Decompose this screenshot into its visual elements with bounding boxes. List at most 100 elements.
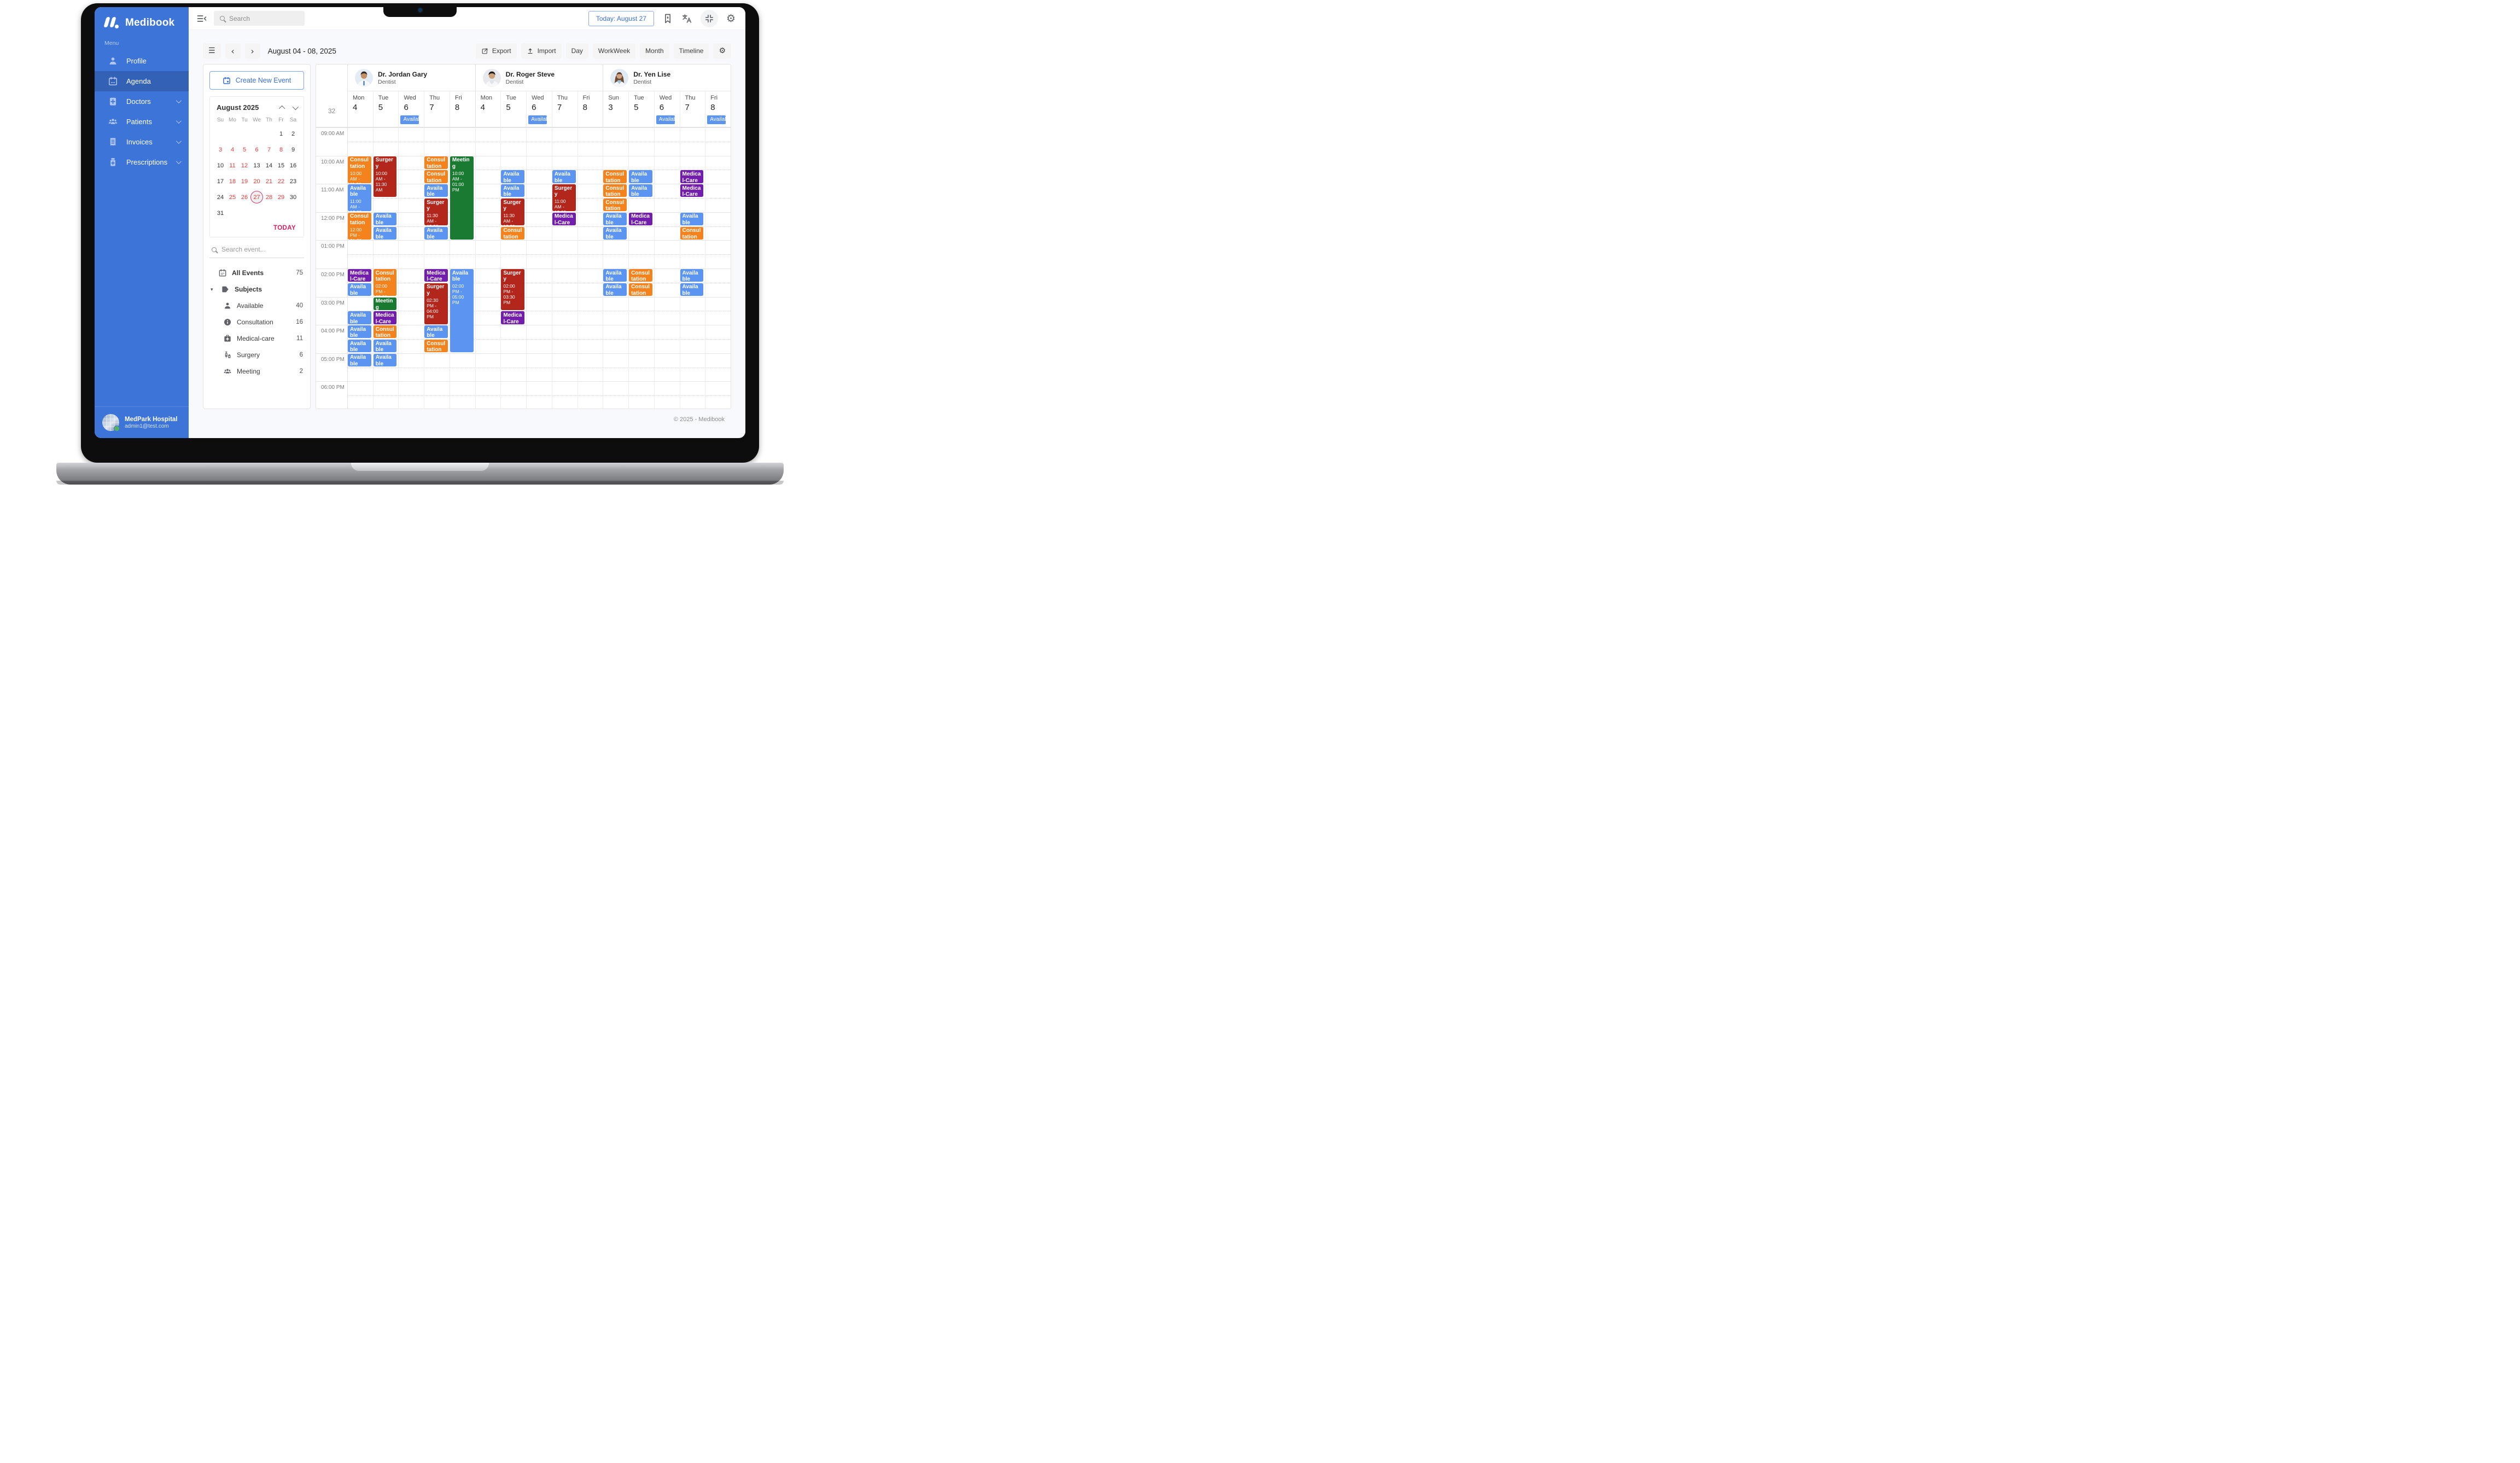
day-header-wed-6[interactable]: Wed 6 Available xyxy=(654,91,681,127)
calendar-date[interactable]: 20 xyxy=(253,178,260,185)
day-column-dr-jordan-gary-thu[interactable]: ConsultationConsultationAvailable11:00 A… xyxy=(424,127,450,409)
fullscreen-icon[interactable] xyxy=(700,9,718,27)
day-header-thu-7[interactable]: Thu 7 xyxy=(551,91,578,127)
event-available[interactable]: Available04:30 PM - xyxy=(348,340,371,353)
event-consultation[interactable]: Consultation xyxy=(680,226,704,240)
toolbar-menu-icon[interactable]: ☰ xyxy=(203,43,221,59)
calendar-date[interactable]: 16 xyxy=(289,162,297,169)
event-available[interactable]: Available12:00 PM - xyxy=(680,212,704,226)
calendar-date-today[interactable]: 27 xyxy=(250,191,263,203)
sidebar-item-invoices[interactable]: Invoices xyxy=(95,132,189,152)
filter-available[interactable]: Available 40 xyxy=(211,298,303,314)
calendar-date[interactable]: 10 xyxy=(217,162,224,169)
event-consultation[interactable]: Consultation xyxy=(424,156,448,169)
day-column-dr-yen-lise-fri[interactable] xyxy=(705,127,731,409)
filter-meeting[interactable]: Meeting 2 xyxy=(211,363,303,380)
day-header-tue-5[interactable]: Tue 5 xyxy=(628,91,654,127)
day-header-tue-5[interactable]: Tue 5 xyxy=(372,91,399,127)
event-available[interactable]: Available12:30 PM - xyxy=(424,226,448,240)
doctor-header[interactable]: Dr. Yen Lise Dentist xyxy=(603,65,731,91)
event-surgery[interactable]: Surgery 02:00 PM - 03:30 PM xyxy=(501,269,525,310)
day-column-dr-roger-steve-fri[interactable] xyxy=(578,127,603,409)
day-column-dr-yen-lise-sun[interactable]: Consultation Consultation Consultation Avai… xyxy=(603,127,628,409)
event-medical[interactable]: Medical-Care xyxy=(348,269,371,282)
event-available[interactable]: Available12:30 PM - xyxy=(373,226,397,240)
sidebar-item-patients[interactable]: Patients xyxy=(95,112,189,132)
collapse-sidebar-icon[interactable] xyxy=(196,13,207,24)
day-header-tue-5[interactable]: Tue 5 xyxy=(500,91,527,127)
event-available[interactable]: Available05:00 PM - xyxy=(373,353,397,367)
sidebar-item-prescriptions[interactable]: Prescriptions xyxy=(95,152,189,172)
event-medical[interactable]: Medical-Care xyxy=(629,212,652,226)
event-available[interactable]: Available04:00 PM - xyxy=(348,325,371,339)
event-available[interactable]: Available03:30 PM - xyxy=(348,311,371,324)
event-consultation[interactable]: Consultation xyxy=(424,170,448,183)
event-surgery[interactable]: Surgery 02:30 PM - 04:00 PM xyxy=(424,283,448,324)
event-consultation[interactable]: Consultation xyxy=(603,184,627,197)
doctor-header[interactable]: Dr. Jordan Gary Dentist xyxy=(347,65,475,91)
event-medical[interactable]: Medical-Care xyxy=(373,311,397,324)
event-medical[interactable]: Medical-Care xyxy=(680,184,704,197)
day-column-dr-yen-lise-wed[interactable] xyxy=(654,127,680,409)
all-day-event[interactable]: Available xyxy=(656,115,681,124)
day-header-wed-6[interactable]: Wed 6 Available xyxy=(398,91,425,127)
calendar-date[interactable]: 25 xyxy=(229,194,236,201)
event-surgery[interactable]: Surgery 10:00 AM - 11:30 AM xyxy=(373,156,397,197)
next-week-button[interactable]: › xyxy=(244,43,260,59)
calendar-date[interactable]: 15 xyxy=(277,162,285,169)
event-consultation[interactable]: Consultation xyxy=(424,340,448,353)
calendar-date[interactable]: 9 xyxy=(291,146,295,153)
event-available[interactable]: Available10:30 AM - xyxy=(501,170,525,183)
calendar-date[interactable]: 1 xyxy=(279,130,283,137)
filter-subjects-group[interactable]: ▾ Subjects xyxy=(211,281,303,298)
calendar-next-icon[interactable] xyxy=(292,103,299,110)
settings-icon[interactable]: ⚙ xyxy=(726,12,736,25)
calendar-date[interactable]: 22 xyxy=(277,178,285,185)
day-column-dr-jordan-gary-fri[interactable]: Meeting 10:00 AM - 01:00 PM Available 02:00… xyxy=(450,127,475,409)
day-header-fri-8[interactable]: Fri 8 xyxy=(449,91,475,127)
calendar-today-button[interactable]: TODAY xyxy=(273,225,296,231)
calendar-date[interactable]: 29 xyxy=(277,194,285,201)
day-header-sun-3[interactable]: Sun 3 xyxy=(603,91,629,127)
day-column-dr-roger-steve-mon[interactable] xyxy=(475,127,501,409)
day-button[interactable]: Day xyxy=(565,43,588,59)
filter-medical-care[interactable]: Medical-care 11 xyxy=(211,330,303,347)
calendar-date[interactable]: 19 xyxy=(241,178,248,185)
event-available[interactable]: Available12:30 PM - xyxy=(603,226,627,240)
all-day-event[interactable]: Available xyxy=(528,115,553,124)
filter-consultation[interactable]: Consultation 16 xyxy=(211,314,303,330)
calendar-date[interactable]: 21 xyxy=(265,178,273,185)
event-available[interactable]: Available12:00 PM - xyxy=(373,212,397,226)
calendar-date[interactable]: 5 xyxy=(242,146,247,153)
event-available[interactable]: Available04:00 PM - xyxy=(424,325,448,339)
day-header-fri-8[interactable]: Fri 8 Available xyxy=(705,91,731,127)
sidebar-item-profile[interactable]: Profile xyxy=(95,51,189,71)
event-meeting[interactable]: Meeting03:00 PM - xyxy=(373,297,397,310)
event-medical[interactable]: Medical-Care xyxy=(552,212,576,226)
month-button[interactable]: Month xyxy=(640,43,669,59)
workweek-button[interactable]: WorkWeek xyxy=(592,43,636,59)
timeline-button[interactable]: Timeline xyxy=(673,43,709,59)
filter-all-events[interactable]: All Events 75 xyxy=(211,265,303,281)
all-day-event[interactable]: Available xyxy=(400,115,425,124)
day-header-fri-8[interactable]: Fri 8 xyxy=(577,91,603,127)
event-available[interactable]: Available10:30 AM - xyxy=(629,170,652,183)
calendar-date[interactable]: 14 xyxy=(265,162,273,169)
event-available[interactable]: Available10:30 AM - xyxy=(552,170,576,183)
create-event-button[interactable]: Create New Event xyxy=(209,71,304,90)
event-available[interactable]: Available 02:00 PM - 05:00 PM xyxy=(450,269,474,353)
prev-week-button[interactable]: ‹ xyxy=(225,43,241,59)
